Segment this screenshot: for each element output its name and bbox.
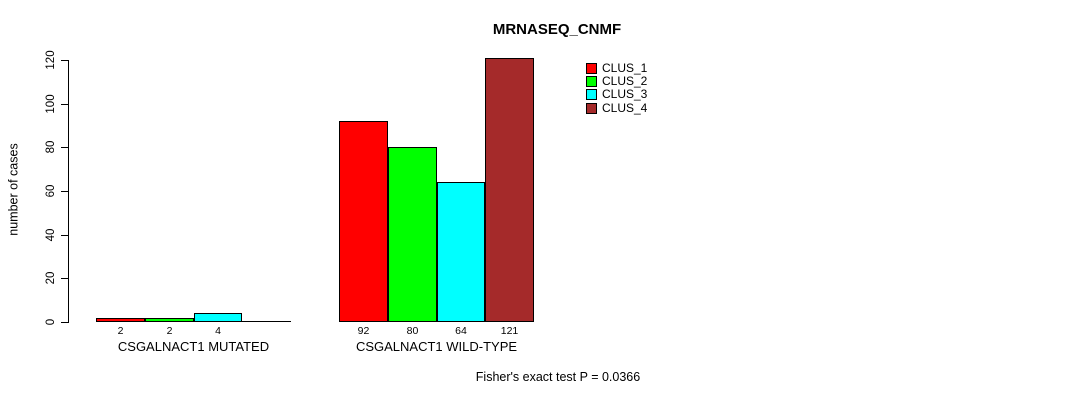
group-label: CSGALNACT1 WILD-TYPE [355, 339, 518, 354]
legend-swatch-clus_1 [586, 63, 597, 74]
zero-height-bar-line [242, 321, 291, 322]
y-axis-line [68, 60, 69, 323]
legend-label: CLUS_4 [602, 101, 648, 115]
y-tick-label: 120 [45, 50, 57, 70]
legend-swatch-clus_4 [586, 103, 597, 114]
bar-value-label: 2 [166, 325, 173, 337]
y-tick [61, 235, 68, 236]
bar-value-label: 4 [215, 325, 221, 337]
y-tick [61, 104, 68, 105]
chart-title: MRNASEQ_CNMF [492, 21, 622, 38]
group-label: CSGALNACT1 MUTATED [117, 339, 270, 354]
legend-swatch-clus_2 [586, 76, 597, 87]
y-tick [61, 191, 68, 192]
bar-value-label: 64 [455, 325, 467, 337]
bar-clus_4 [485, 58, 534, 322]
y-tick-label: 60 [45, 184, 57, 198]
bar-value-label: 92 [357, 325, 370, 337]
y-tick [61, 322, 68, 323]
y-axis-label: number of cases [6, 143, 21, 236]
y-tick-label: 100 [45, 94, 57, 114]
y-tick [61, 147, 68, 148]
legend-swatch-clus_3 [586, 89, 597, 100]
bar-clus_1 [339, 121, 388, 322]
bar-value-label: 2 [117, 325, 124, 337]
bar-clus_2 [145, 318, 194, 322]
y-tick-label: 80 [45, 140, 57, 154]
y-tick-label: 0 [45, 318, 57, 326]
y-tick [61, 60, 68, 61]
bar-clus_1 [96, 318, 145, 322]
legend-label: CLUS_1 [602, 61, 648, 75]
bar-clus_3 [437, 182, 485, 322]
y-tick [61, 278, 68, 279]
legend-label: CLUS_2 [602, 74, 648, 88]
y-tick-label: 20 [45, 271, 57, 285]
bar-clus_2 [388, 147, 437, 322]
bar-value-label: 80 [406, 325, 419, 337]
bar-clus_3 [194, 313, 242, 322]
y-tick-label: 40 [45, 228, 57, 242]
bar-value-label: 121 [500, 325, 519, 337]
legend-label: CLUS_3 [602, 87, 648, 101]
annotation-text: Fisher's exact test P = 0.0366 [475, 370, 641, 384]
